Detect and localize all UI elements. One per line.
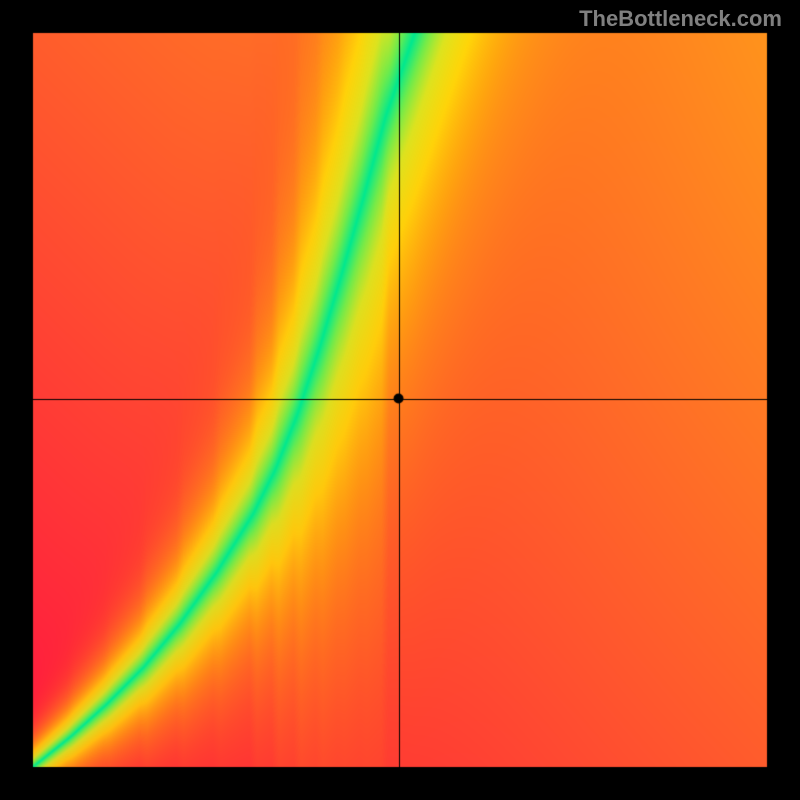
chart-container: TheBottleneck.com bbox=[0, 0, 800, 800]
watermark-label: TheBottleneck.com bbox=[579, 6, 782, 32]
heatmap-canvas bbox=[0, 0, 800, 800]
